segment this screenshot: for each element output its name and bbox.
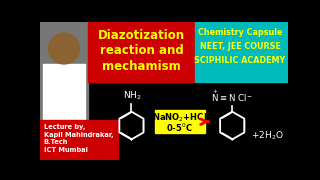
Text: Kapil Mahindrakar,: Kapil Mahindrakar, bbox=[44, 132, 114, 138]
Bar bbox=[88, 22, 195, 82]
Text: $\mathregular{\overset{+}{N}}$$\equiv$N Cl$^-$: $\mathregular{\overset{+}{N}}$$\equiv$N … bbox=[211, 87, 253, 104]
Text: B.Tech: B.Tech bbox=[44, 139, 68, 145]
Bar bbox=[40, 22, 88, 160]
Text: SCIPHILIC ACADEMY: SCIPHILIC ACADEMY bbox=[194, 56, 285, 65]
Text: Chemistry Capsule: Chemistry Capsule bbox=[198, 28, 282, 37]
Text: reaction and: reaction and bbox=[100, 44, 183, 57]
Bar bbox=[155, 110, 205, 133]
Text: NaNO$_2$+HCl: NaNO$_2$+HCl bbox=[152, 112, 207, 124]
Bar bbox=[195, 22, 288, 82]
Circle shape bbox=[49, 33, 80, 64]
Text: ICT Mumbai: ICT Mumbai bbox=[44, 147, 88, 153]
Bar bbox=[40, 120, 117, 160]
Text: NEET, JEE COURSE: NEET, JEE COURSE bbox=[199, 42, 280, 51]
Text: +2H$_2$O: +2H$_2$O bbox=[252, 129, 284, 142]
Text: Lecture by,: Lecture by, bbox=[44, 124, 85, 130]
Text: 0-5$^{0}$C: 0-5$^{0}$C bbox=[166, 122, 193, 134]
Bar bbox=[43, 64, 85, 133]
Text: Diazotization: Diazotization bbox=[98, 29, 185, 42]
Text: mechamism: mechamism bbox=[102, 60, 181, 73]
Text: NH$_2$: NH$_2$ bbox=[123, 90, 141, 102]
